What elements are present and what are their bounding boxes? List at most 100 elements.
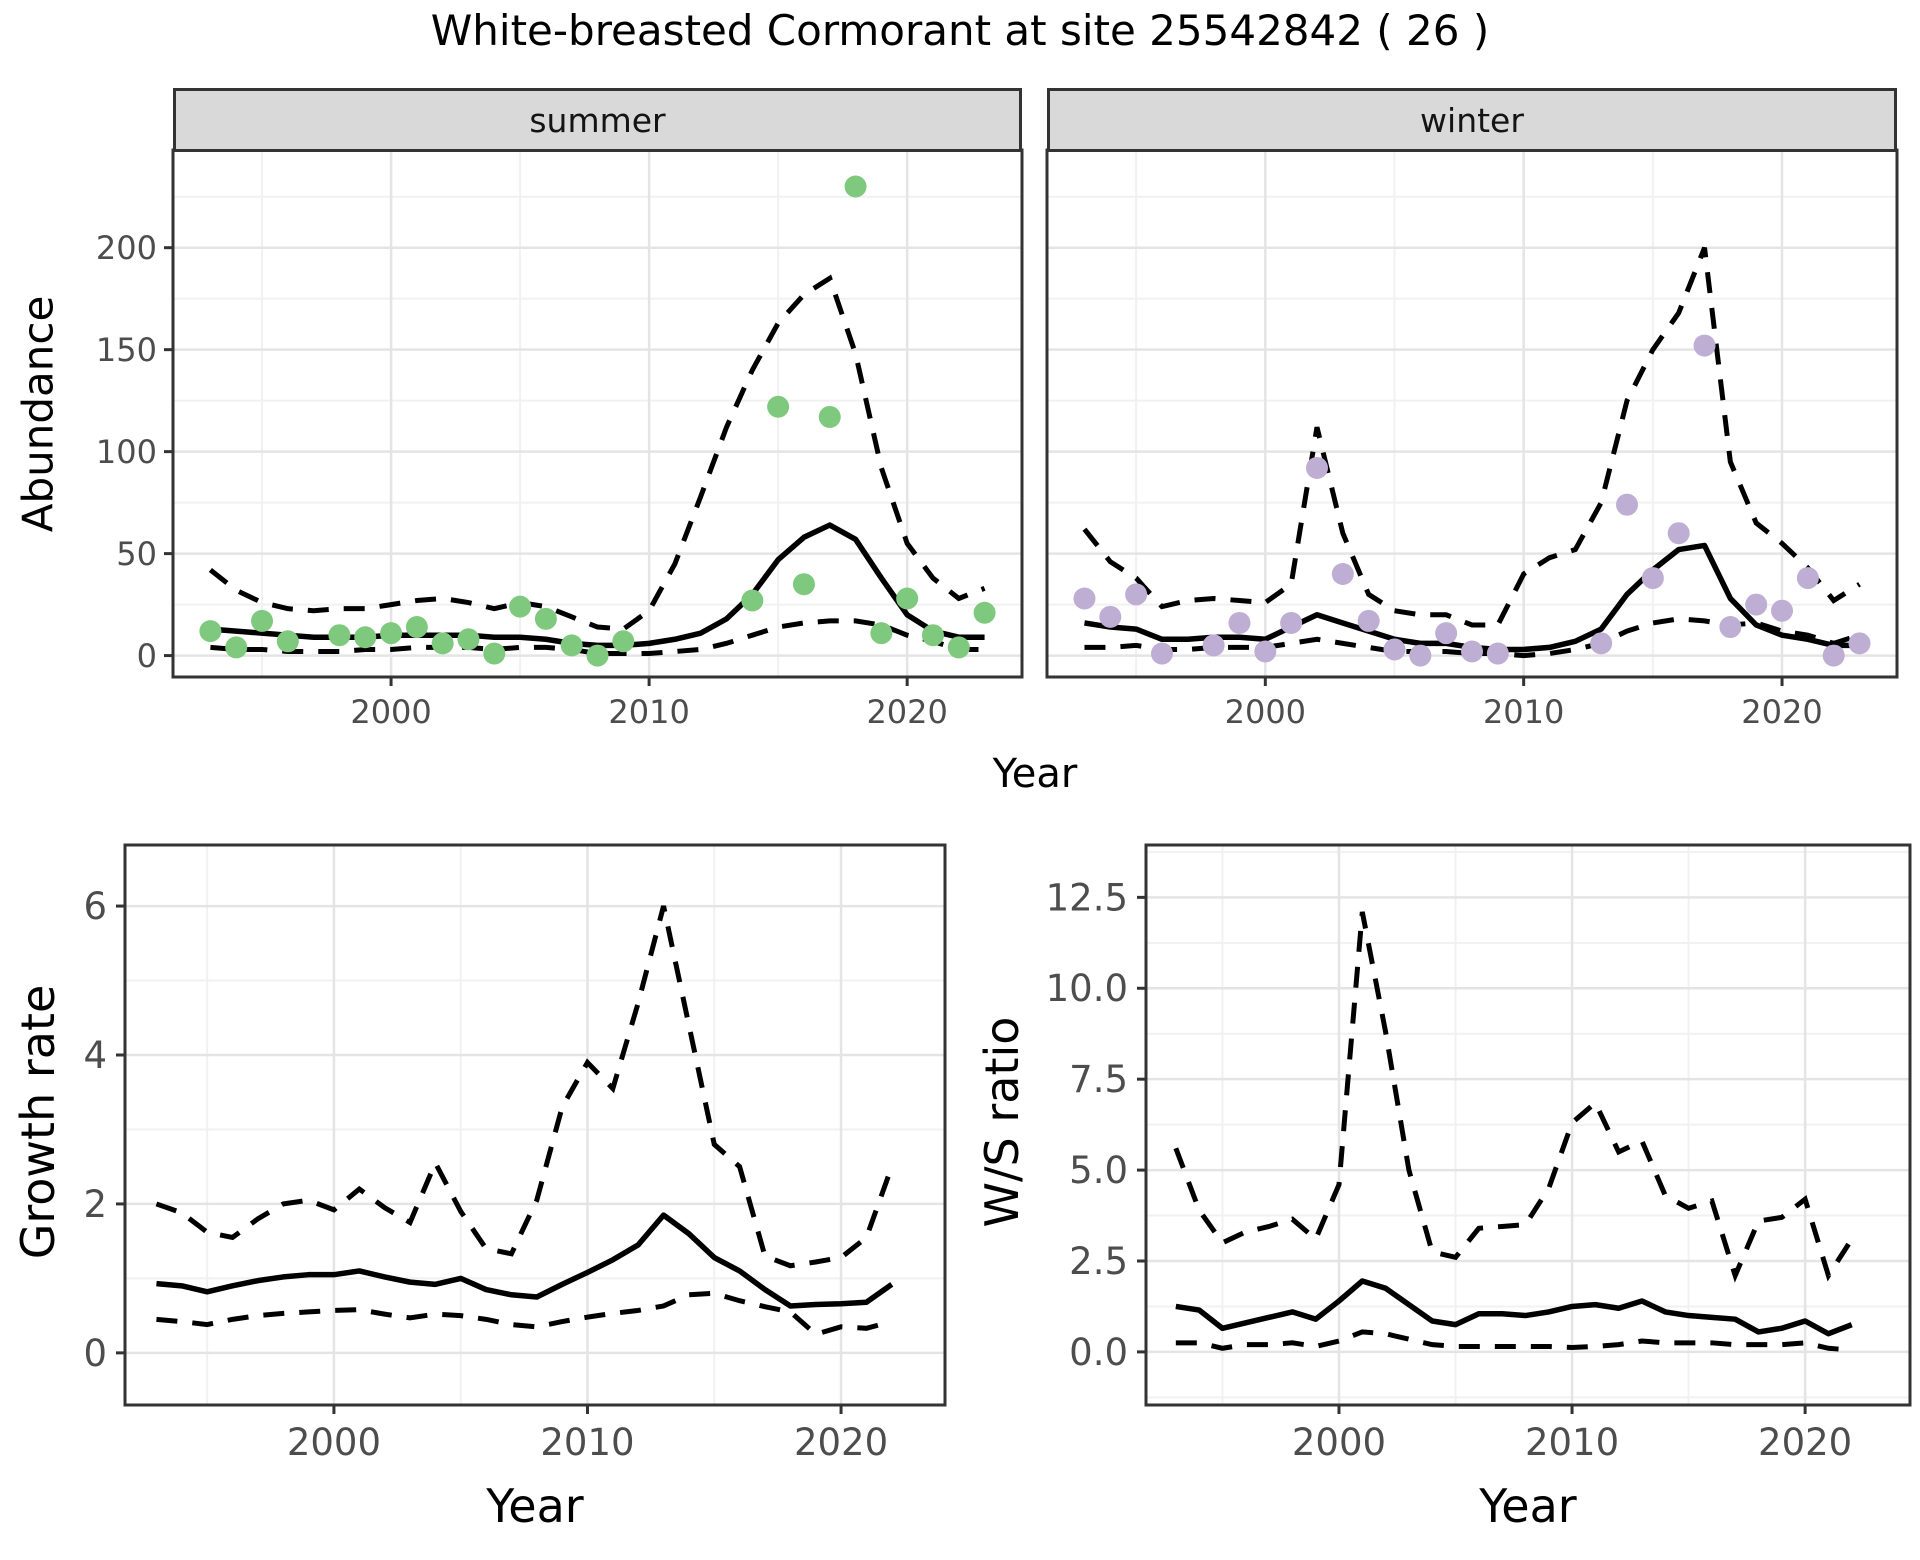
data-point	[199, 620, 222, 643]
data-point	[612, 630, 635, 653]
data-point	[1641, 567, 1664, 590]
facet-strip-winter: winter	[1047, 88, 1897, 152]
data-point	[483, 642, 506, 665]
data-point	[947, 636, 970, 659]
data-point	[1305, 456, 1328, 479]
x-tick-label: 2000	[1225, 693, 1306, 731]
panel-border	[1045, 148, 1899, 679]
y-tick-label: 4	[83, 1034, 107, 1077]
data-point	[1125, 583, 1148, 606]
ws-ratio-axis-title: W/S ratio	[975, 1016, 1029, 1228]
data-point	[767, 395, 790, 418]
data-point	[1099, 605, 1122, 628]
panel-abundance-winter: 2000 2010 2020	[1045, 148, 1899, 731]
data-point	[741, 589, 764, 612]
x-tick-label: 2000	[350, 693, 431, 731]
data-point	[1435, 622, 1458, 645]
y-tick-label: 6	[83, 885, 107, 928]
data-point	[896, 587, 919, 610]
data-point	[1228, 611, 1251, 634]
upper-ci-line	[1082, 246, 1861, 628]
panel-border	[123, 843, 947, 1407]
data-point	[1383, 638, 1406, 661]
y-tick-label: 12.5	[1046, 876, 1128, 919]
data-point	[1590, 632, 1613, 655]
data-point	[1719, 616, 1742, 639]
data-point	[380, 622, 403, 645]
x-tick-label: 2020	[794, 1421, 888, 1464]
data-point	[1073, 587, 1096, 610]
data-point	[276, 630, 299, 653]
y-tick-label: 200	[96, 229, 157, 267]
y-tick-label: 0.0	[1069, 1331, 1128, 1374]
y-tick-label: 5.0	[1069, 1149, 1128, 1192]
data-point	[1616, 493, 1639, 516]
data-point	[792, 573, 815, 596]
y-tick-label: 2	[83, 1183, 107, 1226]
panel-ws-ratio: 2000 2010 2020 0.0 2.5 5.0 7.5 10.0 12.5	[1046, 843, 1912, 1464]
y-tick-label: 0	[137, 637, 157, 675]
data-point	[973, 601, 996, 624]
y-tick-label: 7.5	[1069, 1058, 1128, 1101]
data-point	[225, 636, 248, 659]
year-axis-title-ws: Year	[1479, 1479, 1577, 1533]
data-point	[870, 622, 893, 645]
y-tick-label: 50	[116, 535, 157, 573]
data-point	[509, 595, 532, 618]
data-point	[1693, 334, 1716, 357]
data-point	[844, 175, 867, 198]
data-point	[251, 609, 274, 632]
data-point	[405, 616, 428, 639]
upper-ci-line	[155, 905, 895, 1269]
panel-abundance-summer: 2000 2010 2020 0 50 100 150 200	[96, 148, 1024, 731]
data-point	[1771, 599, 1794, 622]
median-line	[156, 1212, 894, 1309]
data-point	[1486, 642, 1509, 665]
data-point	[1331, 563, 1354, 586]
data-point	[1202, 634, 1225, 657]
upper-ci-line	[208, 274, 986, 632]
y-tick-label: 100	[96, 433, 157, 471]
median-line	[1175, 1278, 1853, 1337]
lower-ci-line	[210, 618, 985, 657]
x-tick-label: 2010	[608, 693, 689, 731]
data-point	[1357, 609, 1380, 632]
lower-ci-line	[1175, 1329, 1852, 1353]
x-tick-label: 2010	[540, 1421, 634, 1464]
facet-strip-summer-label: summer	[529, 100, 666, 140]
x-tick-label: 2000	[1292, 1421, 1386, 1464]
data-point	[457, 628, 480, 651]
abundance-axis-title: Abundance	[13, 295, 63, 533]
growth-rate-axis-title: Growth rate	[11, 984, 65, 1260]
data-point	[1822, 644, 1845, 667]
facet-strip-winter-label: winter	[1420, 100, 1524, 140]
y-tick-label: 150	[96, 331, 157, 369]
panel-border	[1144, 843, 1912, 1407]
data-point	[1254, 640, 1277, 663]
data-point	[534, 607, 557, 630]
data-point	[1461, 640, 1483, 663]
panel-growth-rate: 2000 2010 2020 0 2 4 6	[83, 843, 947, 1464]
lower-ci-line	[156, 1290, 893, 1338]
figure-title: White-breasted Cormorant at site 2554284…	[430, 6, 1490, 55]
data-point	[818, 405, 841, 428]
x-tick-label: 2010	[1525, 1421, 1619, 1464]
y-tick-label: 2.5	[1069, 1240, 1128, 1283]
x-tick-label: 2020	[866, 693, 947, 731]
data-point	[354, 626, 377, 649]
data-point	[586, 644, 609, 667]
data-point	[1796, 567, 1819, 590]
x-tick-label: 2000	[287, 1421, 381, 1464]
y-tick-label: 0	[83, 1332, 107, 1375]
data-point	[1848, 632, 1871, 655]
data-point	[431, 632, 454, 655]
upper-ci-line	[1173, 911, 1854, 1283]
year-axis-title-top: Year	[992, 751, 1078, 797]
data-point	[921, 624, 944, 647]
x-tick-label: 2020	[1741, 693, 1822, 731]
x-tick-label: 2020	[1758, 1421, 1852, 1464]
data-point	[560, 634, 583, 657]
data-point	[1409, 644, 1432, 667]
